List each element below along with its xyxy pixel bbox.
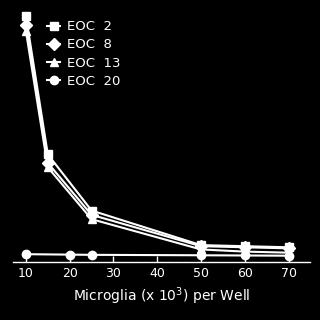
EOC  13 [243, 250, 247, 253]
X-axis label: Microglia (x 10$^{3}$) per Well: Microglia (x 10$^{3}$) per Well [73, 286, 250, 308]
EOC  20 [90, 253, 93, 257]
EOC  20 [199, 253, 203, 257]
EOC  20 [243, 253, 247, 257]
Line: EOC  8: EOC 8 [22, 20, 293, 252]
EOC  8 [287, 246, 291, 250]
EOC  20 [68, 253, 72, 257]
EOC  20 [24, 252, 28, 256]
EOC  13 [24, 29, 28, 33]
EOC  8 [46, 161, 50, 165]
EOC  2 [287, 245, 291, 249]
Line: EOC  13: EOC 13 [22, 27, 293, 257]
EOC  13 [90, 217, 93, 221]
EOC  2 [46, 152, 50, 156]
Line: EOC  2: EOC 2 [22, 12, 293, 252]
EOC  13 [287, 251, 291, 255]
EOC  2 [243, 244, 247, 248]
EOC  8 [199, 244, 203, 248]
Line: EOC  20: EOC 20 [22, 250, 293, 260]
EOC  8 [90, 213, 93, 217]
EOC  20 [287, 254, 291, 258]
EOC  8 [24, 23, 28, 27]
EOC  2 [90, 209, 93, 212]
EOC  2 [24, 14, 28, 18]
EOC  8 [243, 245, 247, 249]
EOC  13 [199, 247, 203, 251]
EOC  2 [199, 243, 203, 247]
Legend: EOC  2, EOC  8, EOC  13, EOC  20: EOC 2, EOC 8, EOC 13, EOC 20 [43, 16, 124, 92]
EOC  13 [46, 165, 50, 169]
